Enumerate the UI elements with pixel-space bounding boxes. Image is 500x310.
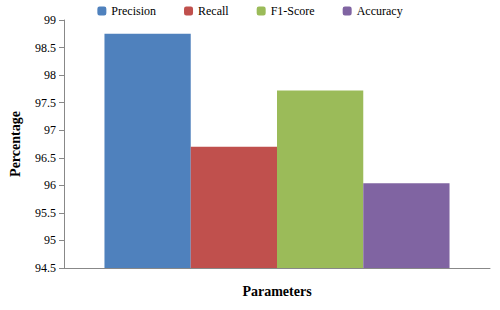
svg-text:F1-Score: F1-Score xyxy=(271,4,315,18)
svg-text:Accuracy: Accuracy xyxy=(357,4,403,18)
svg-text:96.5: 96.5 xyxy=(35,151,56,165)
svg-text:94.5: 94.5 xyxy=(35,261,56,275)
svg-text:Percentage: Percentage xyxy=(8,111,23,177)
svg-text:Recall: Recall xyxy=(198,4,229,18)
svg-text:97: 97 xyxy=(44,123,56,137)
svg-text:95: 95 xyxy=(44,233,56,247)
svg-text:96: 96 xyxy=(44,178,56,192)
svg-text:98.5: 98.5 xyxy=(35,41,56,55)
svg-text:95.5: 95.5 xyxy=(35,206,56,220)
svg-text:Parameters: Parameters xyxy=(242,284,312,299)
svg-text:98: 98 xyxy=(44,68,56,82)
svg-text:99: 99 xyxy=(44,13,56,27)
svg-text:Precision: Precision xyxy=(111,4,156,18)
svg-text:97.5: 97.5 xyxy=(35,96,56,110)
